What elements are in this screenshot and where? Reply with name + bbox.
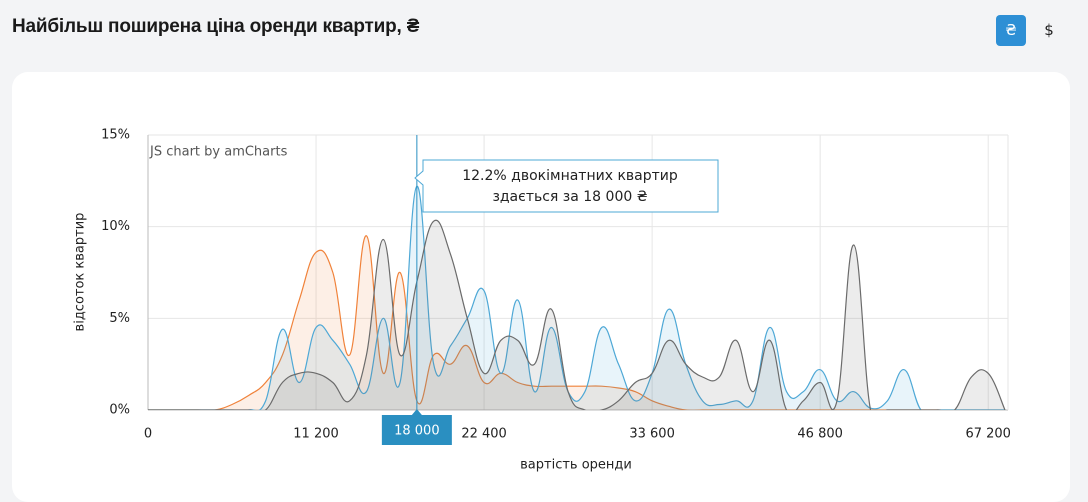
watermark: JS chart by amCharts (149, 145, 288, 160)
x-tick-label: 11 200 (293, 427, 339, 442)
x-tick-label: 46 800 (797, 427, 843, 442)
series-group (148, 235, 1005, 410)
tooltip-text: 12.2% двокімнатних квартир (462, 168, 678, 184)
page-title: Найбільш поширена ціна оренди квартир, ₴ (12, 16, 420, 37)
area (148, 235, 1005, 410)
line (148, 185, 1005, 410)
x-tick-label: 33 600 (629, 427, 675, 442)
x-tick-label: 0 (144, 427, 152, 442)
x-tick-label: 67 200 (965, 427, 1011, 442)
series-group (148, 185, 1005, 410)
cursor-label-pointer (411, 409, 422, 415)
currency-button[interactable]: ₴ (996, 15, 1026, 46)
x-tick-label: 22 400 (461, 427, 507, 442)
cursor-label-box (381, 415, 452, 445)
y-tick-label: 15% (101, 128, 130, 143)
line (148, 219, 1006, 410)
chart-card (12, 72, 1070, 502)
area (148, 186, 1005, 410)
tooltip-box (414, 159, 719, 213)
tooltip-text: здається за 18 000 ₴ (492, 189, 647, 205)
y-axis-title: відсоток квартир (73, 213, 88, 332)
cursor-label: 18 000 (394, 424, 440, 439)
y-tick-label: 10% (101, 219, 130, 234)
currency-button[interactable]: $ (1044, 21, 1054, 39)
series-group (148, 219, 1006, 410)
y-tick-label: 5% (109, 311, 130, 326)
line (148, 235, 1005, 410)
y-tick-label: 0% (109, 403, 130, 418)
chart: JS chart by amCharts вартість оренди від… (73, 128, 1011, 473)
page: {"header": {"title": "Найбільш поширена … (12, 15, 1070, 502)
x-axis-title: вартість оренди (520, 458, 632, 473)
